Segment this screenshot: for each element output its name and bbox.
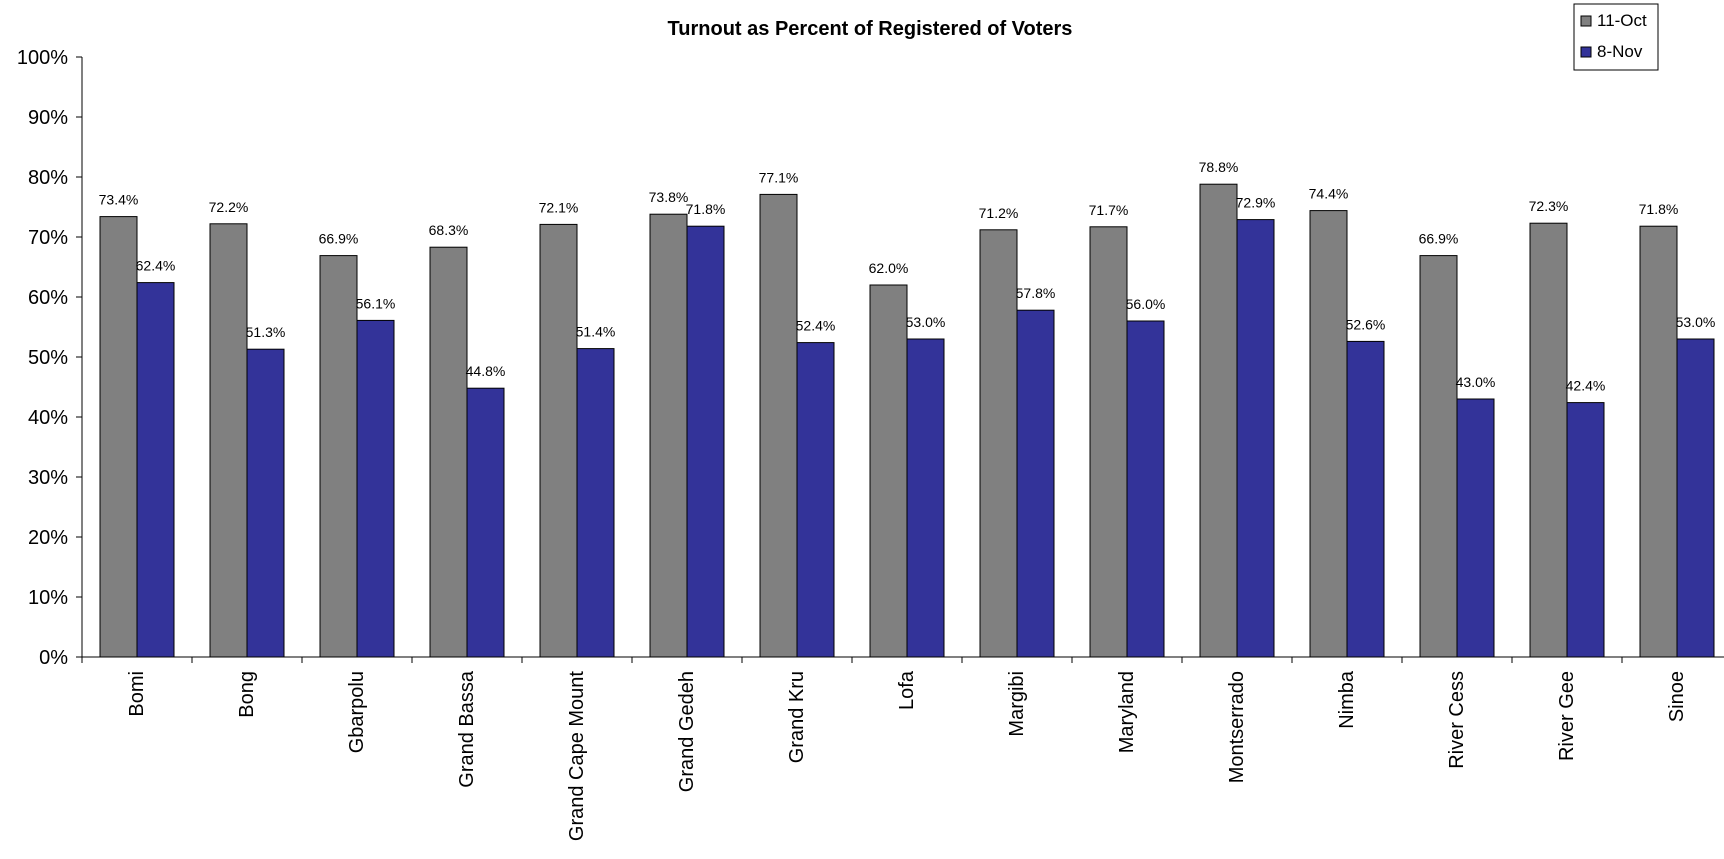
x-tick-label: Gbarpolu <box>346 671 368 753</box>
x-tick-label: Bong <box>236 671 258 718</box>
data-label: 68.3% <box>429 222 469 238</box>
bar-11-oct-nimba <box>1309 210 1348 658</box>
data-label: 74.4% <box>1309 186 1349 202</box>
y-tick-label: 60% <box>28 287 68 309</box>
data-label: 71.7% <box>1089 202 1129 218</box>
bar-11-oct-margibi <box>979 229 1018 658</box>
bar-8-nov-nimba <box>1346 340 1385 658</box>
data-label: 72.1% <box>539 199 579 215</box>
data-label: 71.8% <box>686 201 726 217</box>
data-label: 77.1% <box>759 169 799 185</box>
bar-11-oct-grand-kru <box>759 193 798 658</box>
legend-label: 11-Oct <box>1597 11 1647 30</box>
bar-11-oct-river-gee <box>1529 222 1568 658</box>
bar-8-nov-lofa <box>906 338 945 658</box>
bar-8-nov-bomi <box>136 282 175 658</box>
data-label: 62.0% <box>869 260 909 276</box>
bar-11-oct-sinoe <box>1639 225 1678 658</box>
y-tick-label: 20% <box>28 527 68 549</box>
x-tick-label: Nimba <box>1336 670 1358 729</box>
x-tick-label: Montserrado <box>1226 671 1248 783</box>
bar-8-nov-grand-gedeh <box>686 225 725 658</box>
legend: 11-Oct 8-Nov <box>1573 3 1659 71</box>
legend-swatch <box>1580 15 1592 27</box>
data-label: 51.4% <box>576 324 616 340</box>
data-label: 73.4% <box>99 192 139 208</box>
data-label: 52.4% <box>796 318 836 334</box>
bar-8-nov-grand-cape-mount <box>576 348 615 658</box>
y-tick-label: 100% <box>17 47 68 69</box>
bar-11-oct-maryland <box>1089 226 1128 658</box>
data-labels: 73.4% 72.2% 66.9% 68.3% 72.1% 73.8% 77.1% 62.0%… <box>99 159 1716 393</box>
y-tick-label: 50% <box>28 347 68 369</box>
bar-8-nov-montserrado <box>1236 219 1275 658</box>
data-label: 72.9% <box>1236 195 1276 211</box>
data-label: 71.2% <box>979 205 1019 221</box>
x-tick-label: Margibi <box>1006 671 1028 737</box>
data-label: 57.8% <box>1016 285 1056 301</box>
x-tick-label: Bomi <box>126 671 148 717</box>
data-label: 71.8% <box>1639 201 1679 217</box>
x-tick-label: River Gee <box>1556 671 1578 761</box>
bar-11-oct-bong <box>209 223 248 658</box>
bar-8-nov-grand-bassa <box>466 387 505 658</box>
data-label: 73.8% <box>649 189 689 205</box>
x-tick-label: Grand Kru <box>786 671 808 763</box>
data-label: 72.3% <box>1529 198 1569 214</box>
x-tick-label: Lofa <box>896 670 918 710</box>
legend-label: 8-Nov <box>1597 42 1643 61</box>
y-tick-label: 70% <box>28 227 68 249</box>
y-axis: 0% 10% 20% 30% 40% 50% 60% 70% 80% 90% 100% <box>17 47 83 669</box>
bar-8-nov-river-cess <box>1456 398 1495 658</box>
bar-11-oct-lofa <box>869 284 908 658</box>
data-label: 56.0% <box>1126 296 1166 312</box>
bar-8-nov-sinoe <box>1676 338 1715 658</box>
y-tick-label: 10% <box>28 587 68 609</box>
bar-11-oct-river-cess <box>1419 255 1458 658</box>
x-tick-label: Grand Gedeh <box>676 671 698 792</box>
bar-8-nov-maryland <box>1126 320 1165 658</box>
y-tick-label: 0% <box>39 647 68 669</box>
bar-8-nov-margibi <box>1016 309 1055 658</box>
y-tick-label: 90% <box>28 107 68 129</box>
y-tick-label: 80% <box>28 167 68 189</box>
bar-8-nov-river-gee <box>1566 402 1605 658</box>
y-tick-label: 30% <box>28 467 68 489</box>
bar-11-oct-grand-bassa <box>429 246 468 658</box>
data-label: 51.3% <box>246 324 286 340</box>
data-label: 72.2% <box>209 199 249 215</box>
x-tick-label: River Cess <box>1446 671 1468 769</box>
data-label: 78.8% <box>1199 159 1239 175</box>
bar-8-nov-grand-kru <box>796 342 835 658</box>
x-axis: Bomi Bong Gbarpolu Grand Bassa Grand Cape Mo… <box>81 656 1724 842</box>
bar-11-oct-grand-cape-mount <box>539 223 578 658</box>
bar-8-nov-gbarpolu <box>356 319 395 658</box>
bars <box>99 183 1715 658</box>
x-tick-label: Maryland <box>1116 671 1138 753</box>
bar-11-oct-gbarpolu <box>319 255 358 658</box>
data-label: 66.9% <box>1419 231 1459 247</box>
bar-11-oct-montserrado <box>1199 183 1238 658</box>
data-label: 42.4% <box>1566 378 1606 394</box>
bar-8-nov-bong <box>246 348 285 658</box>
data-label: 53.0% <box>1676 314 1716 330</box>
data-label: 44.8% <box>466 363 506 379</box>
bar-11-oct-grand-gedeh <box>649 213 688 658</box>
data-label: 66.9% <box>319 231 359 247</box>
data-label: 62.4% <box>136 258 176 274</box>
legend-box <box>1573 3 1659 71</box>
legend-swatch <box>1580 46 1592 58</box>
x-tick-label: Sinoe <box>1666 671 1688 722</box>
x-tick-label: Grand Cape Mount <box>566 671 588 842</box>
chart-title: Turnout as Percent of Registered of Vote… <box>668 18 1073 40</box>
data-label: 52.6% <box>1346 316 1386 332</box>
x-tick-label: Grand Bassa <box>456 670 478 788</box>
data-label: 56.1% <box>356 295 396 311</box>
data-label: 53.0% <box>906 314 946 330</box>
y-tick-label: 40% <box>28 407 68 429</box>
data-label: 43.0% <box>1456 374 1496 390</box>
bar-11-oct-bomi <box>99 216 138 658</box>
